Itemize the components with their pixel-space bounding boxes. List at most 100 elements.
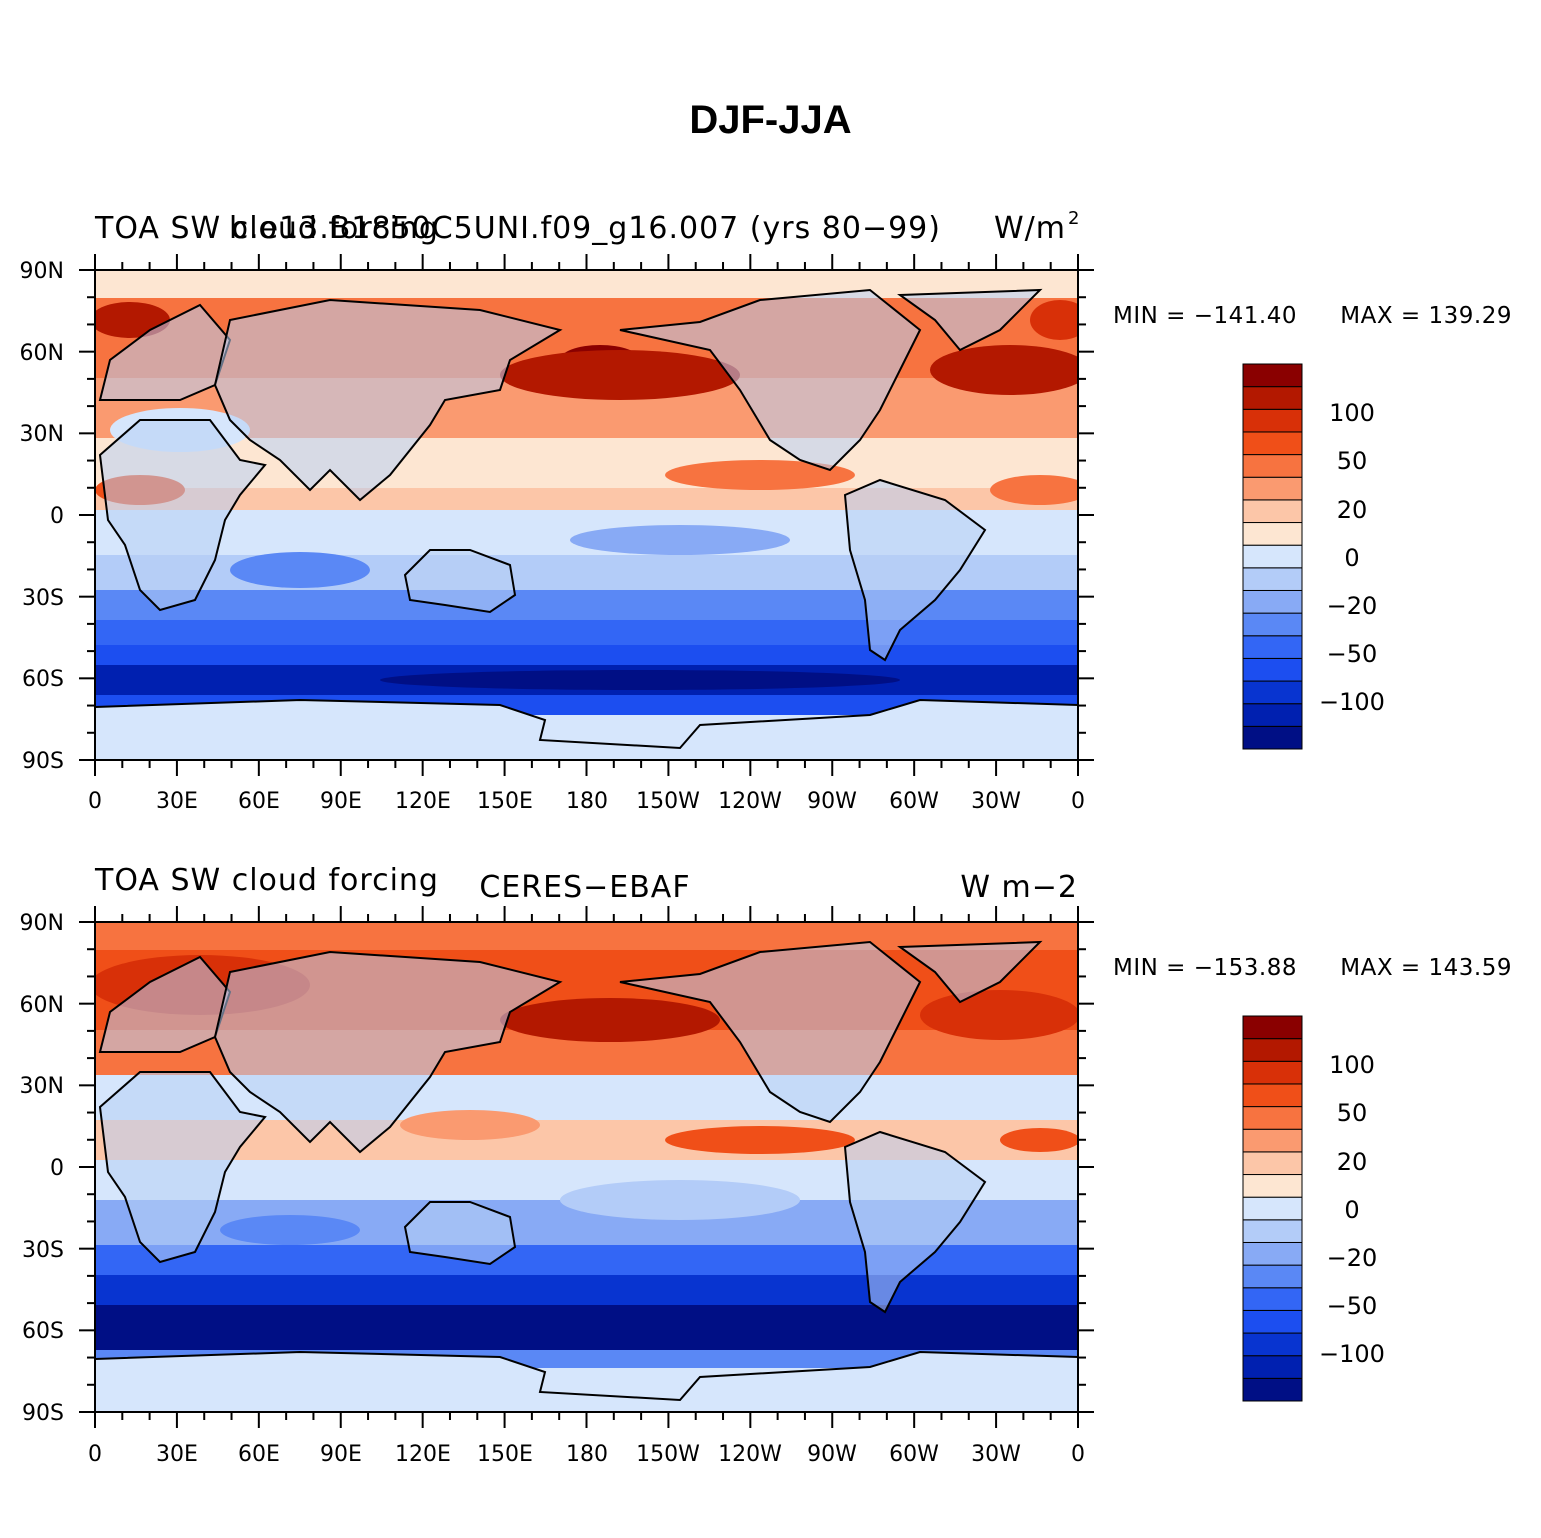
blob-atlantic-itcz <box>990 475 1078 505</box>
lat-label: 60N <box>20 993 64 1018</box>
max-value: MAX = 143.59 <box>1340 955 1512 981</box>
lon-label: 120W <box>718 1442 782 1467</box>
lon-label: 180 <box>566 1442 608 1467</box>
lon-label: 120E <box>395 1442 451 1467</box>
colorbar-label: 20 <box>1337 1148 1368 1176</box>
lat-label: 0 <box>50 1156 64 1181</box>
panel-model-units: W/m <box>994 211 1066 246</box>
panel-model-map-area <box>95 270 1078 760</box>
colorbar-box <box>1242 1309 1303 1334</box>
panel-obs-left-title: TOA SW cloud forcing <box>94 863 439 898</box>
blob-southern-ocean-core <box>380 670 900 690</box>
colorbar-box <box>1242 386 1303 410</box>
panel-model-minmax: MIN = −141.40 MAX = 139.29 <box>1113 303 1512 329</box>
africa <box>98 1071 267 1264</box>
lon-label: 150E <box>477 1442 533 1467</box>
colorbar-box <box>1242 657 1303 682</box>
band-south-high1 <box>95 1275 1078 1305</box>
colorbar-label: 0 <box>1344 1196 1359 1224</box>
antarctica <box>95 698 1078 760</box>
figure-title: DJF-JJA <box>689 98 852 142</box>
colorbar-box <box>1242 1377 1303 1402</box>
blob-greenland-sea <box>1030 300 1078 340</box>
colorbar-box <box>1242 1355 1303 1379</box>
panel-model-colorbar: 100 50 20 0 −20 −50 −100 <box>1242 363 1385 750</box>
colorbar-box <box>1242 1151 1303 1176</box>
band-south-high2 <box>95 645 1078 665</box>
lat-label: 60S <box>22 1319 64 1344</box>
asia <box>213 950 563 1154</box>
colorbar-box <box>1242 363 1303 388</box>
north-america <box>619 288 922 472</box>
colorbar-box <box>1242 408 1303 433</box>
north-america <box>619 940 922 1124</box>
panel-model-lon-labels: 0 30E 60E 90E 120E 150E 180 150W 120W 90… <box>88 789 1085 814</box>
lon-label: 0 <box>88 789 102 814</box>
lon-label: 0 <box>88 1442 102 1467</box>
australia <box>403 549 517 614</box>
panel-obs-units: W m−2 <box>960 870 1078 905</box>
europe <box>98 955 232 1053</box>
lon-label: 120E <box>395 789 451 814</box>
blob-atlantic-itcz <box>1000 1128 1078 1152</box>
blob-east-pacific <box>665 1126 855 1154</box>
australia <box>403 1201 517 1266</box>
blob-north-pacific <box>500 350 740 400</box>
lat-label: 60N <box>20 341 64 366</box>
south-america <box>843 1130 987 1314</box>
antarctica <box>95 1350 1078 1412</box>
panel-obs-lon-labels: 0 30E 60E 90E 120E 150E 180 150W 120W 90… <box>88 1442 1085 1467</box>
blob-east-pacific <box>665 460 855 490</box>
europe <box>98 303 232 401</box>
colorbar-box <box>1242 1015 1303 1040</box>
greenland <box>897 288 1043 352</box>
min-value: MIN = −141.40 <box>1113 303 1297 329</box>
blob-south-pacific <box>560 1180 800 1220</box>
lat-label: 90S <box>22 1401 64 1426</box>
panel-model-tickmarks <box>79 254 1094 776</box>
colorbar-box <box>1242 1128 1303 1153</box>
colorbar-box <box>1242 1106 1303 1130</box>
colorbar-label: 0 <box>1344 544 1359 572</box>
blob-north-atlantic <box>930 345 1078 395</box>
colorbar-box <box>1242 1219 1303 1243</box>
lat-label: 90N <box>20 911 64 936</box>
colorbar-box <box>1242 522 1303 546</box>
colorbar-box <box>1242 1264 1303 1289</box>
colorbar-label: 100 <box>1329 1051 1375 1079</box>
colorbar-box <box>1242 1241 1303 1266</box>
lon-label: 30E <box>156 789 198 814</box>
band-southern-ocean <box>95 1305 1078 1350</box>
lat-label: 90N <box>20 259 64 284</box>
lon-label: 0 <box>1071 1442 1085 1467</box>
colorbar-box <box>1242 431 1303 456</box>
lon-label: 60E <box>238 789 280 814</box>
lon-label: 150E <box>477 789 533 814</box>
colorbar-label: −100 <box>1319 688 1385 716</box>
colorbar-box <box>1242 1174 1303 1198</box>
panel-model-lat-labels: 90N 60N 30N 0 30S 60S 90S <box>20 259 64 774</box>
panel-obs-lat-labels: 90N 60N 30N 0 30S 60S 90S <box>20 911 64 1426</box>
lon-label: 90E <box>320 1442 362 1467</box>
colorbar-label: −20 <box>1327 592 1378 620</box>
africa <box>98 419 267 612</box>
lat-label: 30S <box>22 1238 64 1263</box>
colorbar-box <box>1242 544 1303 569</box>
colorbar-label: −50 <box>1327 640 1378 668</box>
colorbar-box <box>1242 680 1303 705</box>
lon-label: 90W <box>807 1442 857 1467</box>
panel-obs-map-area <box>95 922 1078 1412</box>
colorbar-label: −20 <box>1327 1244 1378 1272</box>
blob-indian-ocean <box>220 1215 360 1245</box>
panel-model-continents <box>95 288 1078 760</box>
lon-label: 150W <box>636 789 700 814</box>
lon-label: 120W <box>718 789 782 814</box>
colorbar-box <box>1242 1287 1303 1311</box>
blob-north-atlantic <box>920 990 1078 1040</box>
blob-north-pacific <box>500 998 720 1042</box>
lat-label: 0 <box>50 504 64 529</box>
lon-label: 90W <box>807 789 857 814</box>
colorbar-box <box>1242 612 1303 637</box>
colorbar-box <box>1242 1060 1303 1085</box>
